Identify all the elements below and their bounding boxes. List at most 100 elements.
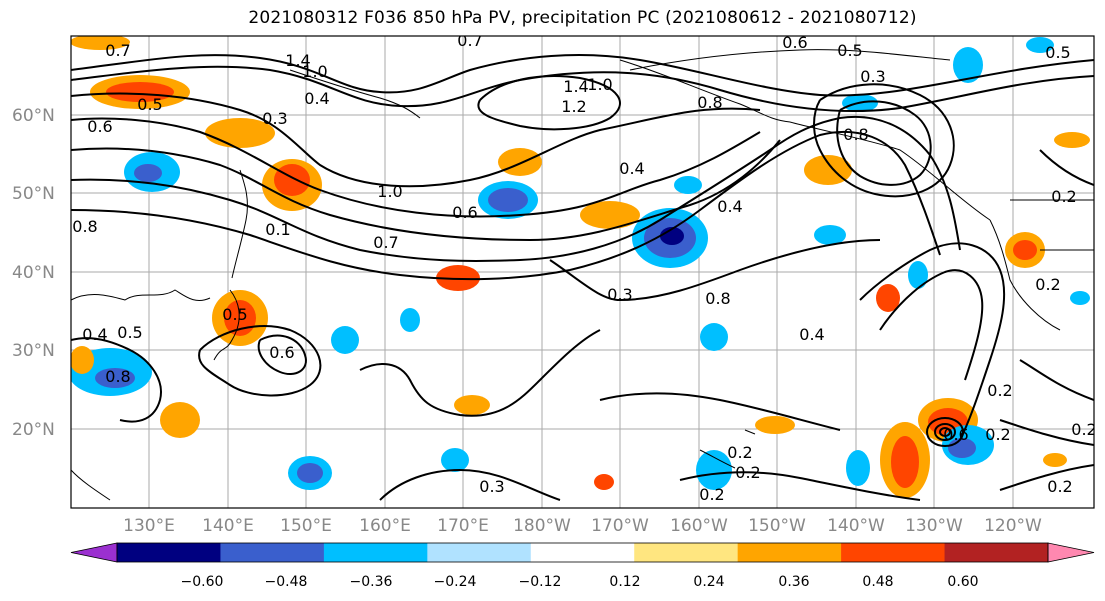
- pv-contour-label: 0.6: [943, 425, 968, 444]
- lon-tick-label: 170°W: [591, 516, 649, 536]
- lon-tick-label: 150°W: [748, 516, 806, 536]
- pv-contour-label: 0.1: [265, 220, 290, 239]
- colorbar-tick-label: 0.24: [693, 574, 724, 590]
- lat-tick-label: 60°N: [12, 106, 55, 126]
- colorbar-segment: [117, 543, 221, 562]
- lat-axis: 60°N 50°N 40°N 30°N 20°N: [12, 106, 55, 440]
- colorbar-segment: [427, 543, 532, 562]
- chart-title: 2021080312 F036 850 hPa PV, precipitatio…: [248, 8, 917, 28]
- precip-anomaly: [674, 176, 702, 194]
- precip-anomaly: [498, 148, 542, 176]
- precip-anomaly: [1043, 453, 1067, 467]
- colorbar-tick-label: 0.36: [778, 574, 809, 590]
- pv-contour-label: 0.2: [727, 443, 752, 462]
- contour-labels: 0.71.41.00.40.7 0.6 0.50.30.60.50.30.51.21…: [72, 33, 1094, 504]
- precip-anomaly: [400, 308, 420, 332]
- pv-contour-label: 0.7: [373, 233, 398, 252]
- lon-axis: 130°E 140°E 150°E 160°E 170°E 180°W 170°…: [123, 516, 1042, 536]
- colorbar-tick-label: 0.12: [609, 574, 640, 590]
- lon-tick-label: 130°W: [905, 516, 963, 536]
- pv-contour-label: 0.3: [479, 477, 504, 496]
- colorbar-tick-label: −0.24: [434, 574, 477, 590]
- colorbar-tick-label: 0.48: [862, 574, 893, 590]
- colorbar-left-extend-icon: [70, 542, 118, 563]
- pv-contour-label: 0.6: [782, 33, 807, 52]
- pv-contour-label: 0.4: [619, 159, 644, 178]
- colorbar-tick-label: 0.60: [947, 574, 978, 590]
- pv-contour-label: 0.2: [1047, 477, 1072, 496]
- precip-anomaly: [454, 395, 490, 415]
- precip-anomaly: [274, 164, 310, 196]
- precip-anomaly: [594, 474, 614, 490]
- colorbar-segment: [944, 543, 1049, 562]
- lon-tick-label: 130°E: [123, 516, 175, 536]
- precip-anomaly: [891, 436, 919, 488]
- pv-contour-label: 0.2: [1035, 275, 1060, 294]
- pv-contour-label: 0.8: [105, 367, 130, 386]
- pv-contour-label: 0.6: [269, 343, 294, 362]
- lat-tick-label: 50°N: [12, 184, 55, 204]
- precip-anomaly: [696, 450, 732, 490]
- precip-anomaly: [441, 448, 469, 472]
- precip-anomaly: [160, 402, 200, 438]
- pv-contour-label: 0.2: [985, 425, 1010, 444]
- precip-anomaly: [876, 284, 900, 312]
- pv-contour-label: 0.2: [699, 485, 724, 504]
- pv-contour-label: 1.0: [587, 75, 612, 94]
- pv-contour-label: 0.4: [717, 197, 742, 216]
- precip-anomaly: [908, 261, 928, 289]
- pv-contour-label: 0.4: [799, 325, 824, 344]
- precip-anomaly: [71, 36, 130, 50]
- precip-anomaly: [71, 346, 94, 374]
- colorbar-tick-label: −0.60: [181, 574, 224, 590]
- colorbar-segment: [634, 543, 739, 562]
- pv-contour-label: 0.7: [105, 41, 130, 60]
- precip-anomaly: [436, 265, 480, 291]
- colorbar-right-extend-icon: [1047, 542, 1095, 563]
- pv-contour-label: 0.2: [735, 463, 760, 482]
- lon-tick-label: 140°E: [202, 516, 254, 536]
- pv-contour-label: 0.6: [452, 203, 477, 222]
- precip-anomaly: [134, 164, 162, 182]
- lon-tick-label: 160°E: [359, 516, 411, 536]
- pv-contours: [71, 54, 1094, 501]
- pv-contour-label: 1.0: [377, 182, 402, 201]
- lon-tick-label: 160°W: [670, 516, 728, 536]
- pv-contour-label: 0.8: [697, 93, 722, 112]
- pv-contour-label: 0.5: [222, 305, 247, 324]
- precip-anomaly: [1026, 37, 1054, 53]
- pv-contour-label: 0.5: [1045, 43, 1070, 62]
- coastlines: [71, 49, 1094, 501]
- lat-tick-label: 30°N: [12, 341, 55, 361]
- precip-anomaly: [1070, 291, 1090, 305]
- precip-anomaly: [953, 47, 983, 83]
- precip-anomaly: [297, 463, 323, 483]
- pv-contour-label: 1.0: [302, 62, 327, 81]
- precip-anomaly: [814, 225, 846, 245]
- precip-anomaly: [106, 82, 174, 102]
- pv-contour-label: 0.6: [87, 117, 112, 136]
- colorbar-segment: [323, 543, 428, 562]
- colorbar-segment: [737, 543, 842, 562]
- lon-tick-label: 140°W: [827, 516, 885, 536]
- pv-contour-label: 0.3: [262, 109, 287, 128]
- lon-tick-label: 180°W: [513, 516, 571, 536]
- lon-tick-label: 170°E: [437, 516, 489, 536]
- pv-contour-label: 0.8: [72, 217, 97, 236]
- pv-contour-label: 0.3: [860, 67, 885, 86]
- colorbar-tick-label: −0.36: [350, 574, 393, 590]
- map-frame: [70, 35, 1095, 509]
- precip-anomaly: [331, 326, 359, 354]
- precip-anomaly: [95, 368, 135, 388]
- precip-anomaly: [700, 323, 728, 351]
- colorbar-tick-label: −0.12: [519, 574, 562, 590]
- pv-contour-label: 0.5: [137, 95, 162, 114]
- pv-contour-label: 0.5: [117, 323, 142, 342]
- precip-anomaly: [804, 155, 852, 185]
- pv-contour-label: 0.8: [705, 289, 730, 308]
- colorbar-segment: [220, 543, 325, 562]
- precip-anomaly: [755, 416, 795, 434]
- precip-anomaly: [1054, 132, 1090, 148]
- precip-anomaly: [1013, 240, 1037, 260]
- lon-tick-label: 150°E: [280, 516, 332, 536]
